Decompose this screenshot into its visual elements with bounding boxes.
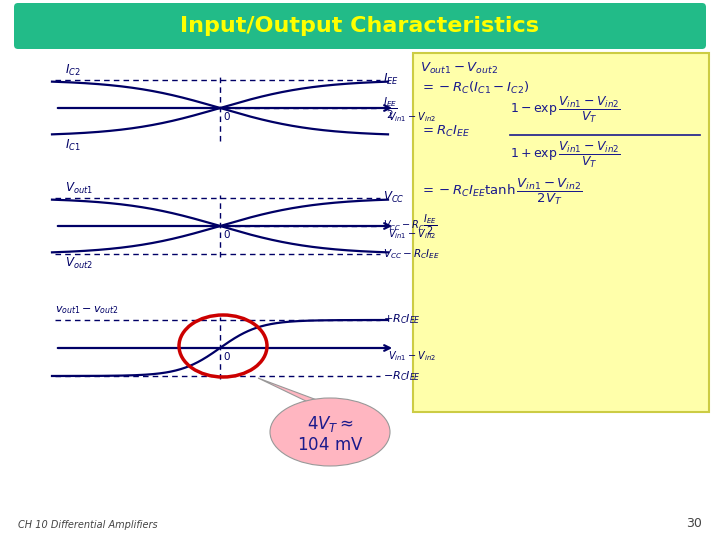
Ellipse shape (270, 398, 390, 466)
Text: $V_{out1} - V_{out2}$: $V_{out1} - V_{out2}$ (420, 61, 498, 76)
Text: $v_{out1} - v_{out2}$: $v_{out1} - v_{out2}$ (55, 304, 119, 316)
Text: $0$: $0$ (223, 228, 231, 240)
Text: $V_{CC} - R_C I_{EE}$: $V_{CC} - R_C I_{EE}$ (383, 247, 440, 261)
Text: $V_{in1} - V_{in2}$: $V_{in1} - V_{in2}$ (388, 227, 436, 241)
Text: $V_{CC} - R_C \dfrac{I_{EE}}{2}$: $V_{CC} - R_C \dfrac{I_{EE}}{2}$ (383, 213, 437, 238)
FancyBboxPatch shape (14, 3, 706, 49)
Text: $V_{out2}$: $V_{out2}$ (65, 256, 93, 271)
FancyBboxPatch shape (413, 53, 709, 412)
Text: $V_{in1} - V_{in2}$: $V_{in1} - V_{in2}$ (388, 349, 436, 363)
Text: $= R_C I_{EE}$: $= R_C I_{EE}$ (420, 124, 470, 139)
Text: $I_{EE}$: $I_{EE}$ (383, 71, 399, 86)
Text: $= -R_C(I_{C1} - I_{C2})$: $= -R_C(I_{C1} - I_{C2})$ (420, 80, 529, 96)
Text: $- R_C I_{EE}$: $- R_C I_{EE}$ (383, 369, 421, 383)
Text: $1 - \exp\dfrac{V_{in1} - V_{in2}}{V_T}$: $1 - \exp\dfrac{V_{in1} - V_{in2}}{V_T}$ (510, 96, 621, 125)
Text: $+ R_C I_{EE}$: $+ R_C I_{EE}$ (383, 312, 421, 326)
Text: $1 + \exp\dfrac{V_{in1} - V_{in2}}{V_T}$: $1 + \exp\dfrac{V_{in1} - V_{in2}}{V_T}$ (510, 140, 621, 171)
Text: $I_{C1}$: $I_{C1}$ (65, 138, 81, 153)
Polygon shape (258, 378, 325, 403)
Text: CH 10 Differential Amplifiers: CH 10 Differential Amplifiers (18, 520, 158, 530)
Text: $V_{in1} - V_{in2}$: $V_{in1} - V_{in2}$ (388, 110, 436, 124)
Text: $V_{out1}$: $V_{out1}$ (65, 181, 93, 196)
Text: $0$: $0$ (223, 110, 231, 122)
Text: $\dfrac{I_{EE}}{2}$: $\dfrac{I_{EE}}{2}$ (383, 96, 397, 120)
Text: $4V_T \approx$: $4V_T \approx$ (307, 414, 354, 434)
Text: $104\ \mathrm{mV}$: $104\ \mathrm{mV}$ (297, 437, 364, 455)
Text: $= -R_C I_{EE} \tanh\dfrac{V_{in1} - V_{in2}}{2V_T}$: $= -R_C I_{EE} \tanh\dfrac{V_{in1} - V_{… (420, 176, 582, 207)
Text: 30: 30 (686, 517, 702, 530)
Text: $0$: $0$ (223, 350, 231, 362)
Text: $V_{CC}$: $V_{CC}$ (383, 190, 405, 205)
Text: Input/Output Characteristics: Input/Output Characteristics (181, 16, 539, 36)
Text: $I_{C2}$: $I_{C2}$ (65, 63, 81, 78)
